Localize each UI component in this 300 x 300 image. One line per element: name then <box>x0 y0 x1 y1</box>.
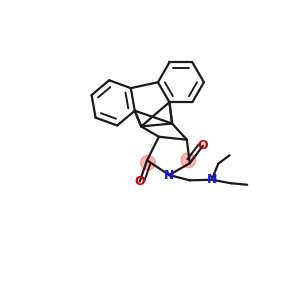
Circle shape <box>181 153 196 168</box>
Text: N: N <box>164 169 174 182</box>
Text: N: N <box>207 173 217 186</box>
Text: O: O <box>134 175 145 188</box>
Text: O: O <box>198 139 208 152</box>
Circle shape <box>141 155 155 170</box>
